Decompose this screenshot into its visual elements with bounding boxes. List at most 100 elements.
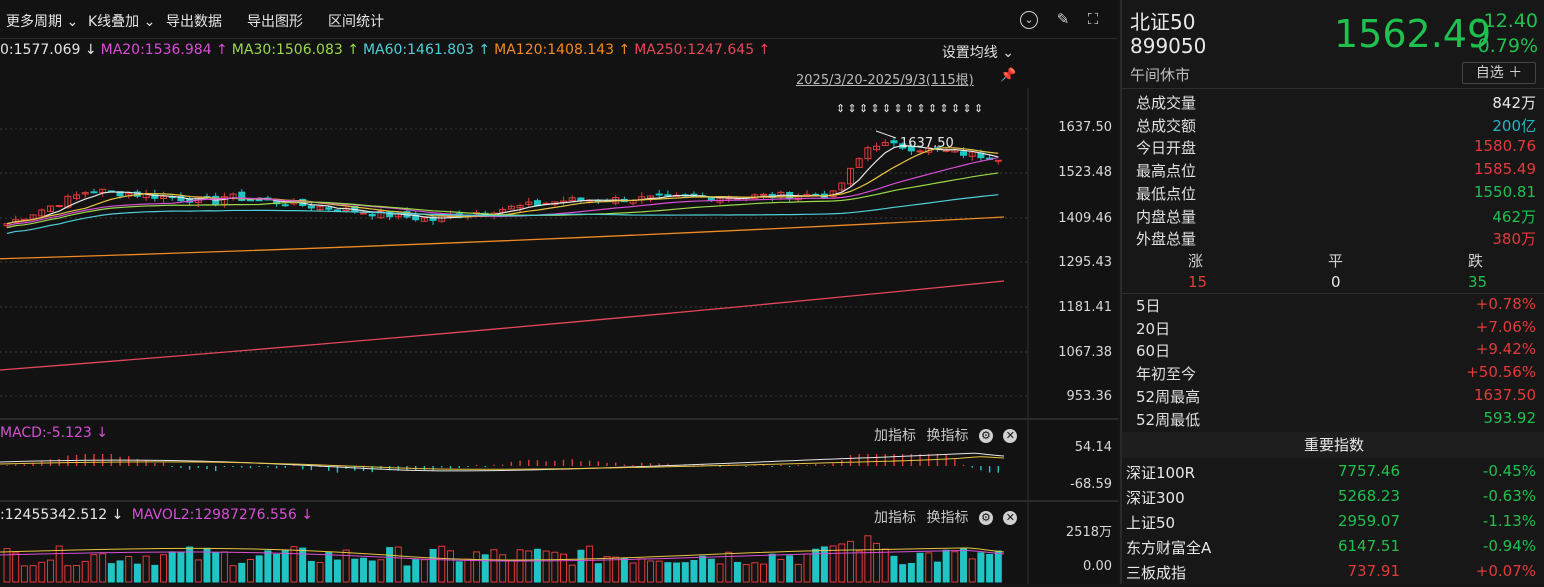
security-name: 北证50 xyxy=(1130,10,1196,34)
chart-area[interactable]: 更多周期 ⌄ K线叠加 ⌄ 导出数据 导出图形 区间统计 ⌄ ✎ ⛶ 0:157… xyxy=(0,0,1118,584)
volume-bar xyxy=(186,546,194,583)
volume-bar xyxy=(794,563,802,583)
signal-arrow-icon: ⇕ xyxy=(940,102,949,115)
volume-bar xyxy=(455,561,463,583)
pin-icon[interactable]: 📌 xyxy=(1000,68,1017,83)
indices-header: 重要指数 xyxy=(1122,432,1544,458)
candle xyxy=(38,209,46,217)
volume-bar xyxy=(203,547,211,583)
index-row[interactable]: 深证300 5268.23 -0.63% xyxy=(1126,487,1540,512)
volume-bar xyxy=(464,558,472,583)
volume-bar xyxy=(507,559,515,583)
macd-tools: 加指标 换指标 ⚙ ✕ xyxy=(874,425,1018,445)
pane-divider[interactable] xyxy=(0,418,1118,420)
index-change: -0.63% xyxy=(1482,487,1536,505)
market-status: 午间休市 xyxy=(1130,66,1191,84)
chart-toolbar: 更多周期 ⌄ K线叠加 ⌄ 导出数据 导出图形 区间统计 ⌄ ✎ ⛶ xyxy=(0,0,1118,39)
close-icon[interactable]: ✕ xyxy=(1003,429,1018,443)
return-value: +50.56% xyxy=(1466,363,1536,382)
volume-bar xyxy=(803,553,811,583)
stat-label: 总成交额 xyxy=(1136,116,1197,135)
volume-bar xyxy=(386,547,394,583)
add-indicator-button[interactable]: 加指标 xyxy=(874,510,916,526)
return-label: 20日 xyxy=(1136,319,1171,338)
set-ma-button[interactable]: 设置均线 ⌄ xyxy=(941,45,1014,61)
volume-bar xyxy=(638,558,646,583)
volume-bar xyxy=(899,564,907,583)
volume-bar xyxy=(220,551,228,583)
volume-bar xyxy=(916,552,924,583)
flat-count: 0 xyxy=(1331,273,1341,291)
export-chart-button[interactable]: 导出图形 xyxy=(247,14,303,30)
candle xyxy=(55,205,63,208)
ma-legend: 0:1577.069 ↓ MA20:1536.984 ↑ MA30:1506.083… xyxy=(0,42,774,58)
price-axis-tick: 1637.50 xyxy=(1058,120,1112,135)
volume-bar xyxy=(264,550,272,583)
flat-label: 平 xyxy=(1328,252,1344,270)
index-row[interactable]: 东方财富全A 6147.51 -0.94% xyxy=(1126,537,1540,562)
add-indicator-button[interactable]: 加指标 xyxy=(874,428,916,444)
brush-icon[interactable]: ✎ xyxy=(1056,10,1070,28)
return-value: +7.06% xyxy=(1475,317,1536,336)
volume-bar xyxy=(316,561,324,583)
volume-bar xyxy=(951,551,959,583)
fullscreen-icon[interactable]: ⛶ xyxy=(1087,10,1099,28)
stat-value: 1550.81 xyxy=(1473,182,1536,201)
switch-indicator-button[interactable]: 换指标 xyxy=(926,510,969,526)
switch-indicator-button[interactable]: 换指标 xyxy=(926,428,969,444)
add-watchlist-button[interactable]: 自选 ＋ xyxy=(1462,62,1536,84)
volume-bar xyxy=(777,558,785,583)
pane-divider[interactable] xyxy=(0,500,1118,502)
macd-dea-line xyxy=(0,456,1005,470)
volume-bar xyxy=(925,552,933,583)
volume-bar xyxy=(577,549,585,583)
volume-bar xyxy=(960,548,968,583)
volume-bar xyxy=(768,553,776,583)
candle xyxy=(73,194,81,199)
candle xyxy=(846,167,854,185)
candle xyxy=(316,206,324,211)
volume-tools: 加指标 换指标 ⚙ ✕ xyxy=(874,507,1018,527)
volume-bar xyxy=(525,550,533,583)
period-menu[interactable]: 更多周期 ⌄ xyxy=(6,14,79,30)
chevron-down-circle-icon[interactable]: ⌄ xyxy=(1020,11,1038,29)
ma-line xyxy=(6,156,999,227)
candle xyxy=(533,200,541,206)
volume-bar xyxy=(681,562,689,583)
date-range-label[interactable]: 2025/3/20-2025/9/3(115根) xyxy=(796,73,974,88)
down-count: 35 xyxy=(1468,273,1488,291)
price-axis-tick: 1181.41 xyxy=(1058,300,1112,315)
volume-bar xyxy=(612,556,620,583)
stat-label: 最低点位 xyxy=(1136,184,1197,203)
gear-icon[interactable]: ⚙ xyxy=(978,511,993,525)
return-value: 1637.50 xyxy=(1473,385,1536,404)
export-data-button[interactable]: 导出数据 xyxy=(166,14,222,30)
index-change: -0.45% xyxy=(1482,462,1536,480)
index-name: 上证50 xyxy=(1126,514,1176,532)
volume-bar xyxy=(438,545,446,583)
index-row[interactable]: 深证100R 7757.46 -0.45% xyxy=(1126,462,1540,487)
volume-bar xyxy=(116,560,124,583)
index-row[interactable]: 三板成指 737.91 +0.07% xyxy=(1126,562,1540,587)
signal-arrow-icon: ⇕ xyxy=(836,102,845,115)
close-icon[interactable]: ✕ xyxy=(1003,511,1018,525)
candle xyxy=(46,205,54,212)
index-name: 深证100R xyxy=(1126,464,1196,482)
stat-label: 外盘总量 xyxy=(1136,230,1197,249)
candle xyxy=(525,201,533,205)
kline-overlay-menu[interactable]: K线叠加 ⌄ xyxy=(88,14,156,30)
volume-bar xyxy=(646,560,654,583)
stat-row: 总成交量 842万 xyxy=(1136,92,1540,114)
index-row[interactable]: 上证50 2959.07 -1.13% xyxy=(1126,512,1540,537)
price-change: -12.40 xyxy=(1476,10,1538,32)
volume-bar xyxy=(133,563,141,583)
volume-axis-top: 2518万 xyxy=(1065,525,1112,540)
ma-legend-item: MA20:1536.984 ↑ xyxy=(100,42,228,58)
kline-chart[interactable]: 1637.50⇕ ⇕ ⇕ ⇕ ⇕ ⇕ ⇕ ⇕ ⇕ ⇕ ⇕ ⇕ ⇕ xyxy=(0,0,1118,584)
signal-arrow-icon: ⇕ xyxy=(894,102,903,115)
volume-bar xyxy=(846,540,854,583)
range-stats-button[interactable]: 区间统计 xyxy=(328,14,384,30)
gear-icon[interactable]: ⚙ xyxy=(978,429,993,443)
volume-bar xyxy=(12,552,20,583)
stat-row: 外盘总量 380万 xyxy=(1136,228,1540,250)
